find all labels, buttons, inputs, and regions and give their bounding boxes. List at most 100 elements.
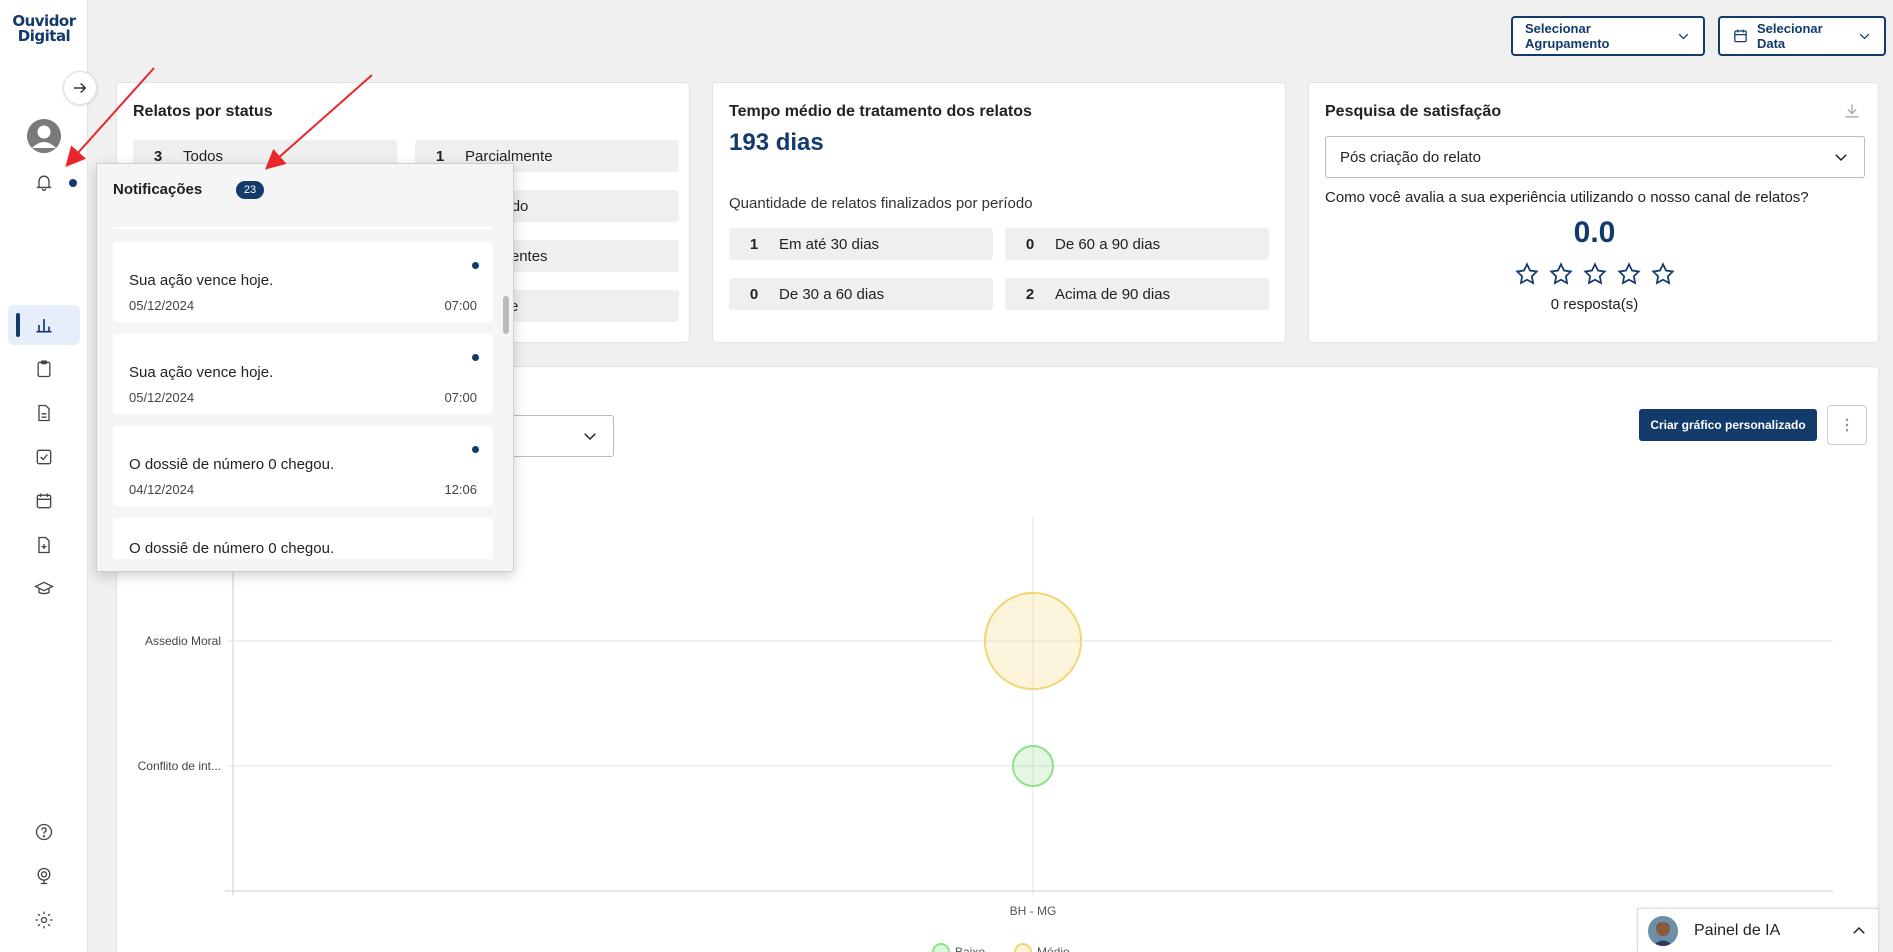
status-card-title: Relatos por status <box>133 103 273 120</box>
y-tick-label: Conflito de int... <box>138 759 221 773</box>
bubble-point <box>983 591 1083 691</box>
more-vertical-icon <box>1845 418 1849 432</box>
notification-message: O dossiê de número 0 chegou. <box>129 456 335 473</box>
period-pill: 2 Acima de 90 dias <box>1005 278 1269 310</box>
period-pill: 0 De 60 a 90 dias <box>1005 228 1269 260</box>
sidebar-active-bar <box>16 313 20 337</box>
survey-score: 0.0 <box>1573 216 1616 249</box>
period-pill: 0 De 30 a 60 dias <box>729 278 993 310</box>
star-icon[interactable] <box>1548 261 1574 287</box>
notification-time: 07:00 <box>444 298 477 313</box>
gear-icon[interactable] <box>28 904 60 936</box>
bell-icon[interactable] <box>28 166 60 198</box>
document-icon[interactable] <box>28 397 60 429</box>
notification-item[interactable]: Sua ação vence hoje. 05/12/2024 07:00 <box>113 334 493 414</box>
unread-dot <box>472 446 479 453</box>
finalized-period-label: Quantidade de relatos finalizados por pe… <box>729 195 1033 212</box>
chevron-down-icon <box>1835 154 1847 162</box>
notification-time: 12:06 <box>444 482 477 497</box>
logo-line2: Digital <box>17 27 71 45</box>
expand-sidebar-button[interactable] <box>63 71 97 105</box>
notification-date: 05/12/2024 <box>129 390 195 405</box>
star-icon[interactable] <box>1616 261 1642 287</box>
ia-panel[interactable]: Painel de IA <box>1637 908 1879 952</box>
help-icon[interactable] <box>28 816 60 848</box>
notifications-panel: Notificações 23 Sua ação vence hoje. 05/… <box>96 163 514 572</box>
chevron-down-icon <box>584 433 596 441</box>
graduation-cap-icon[interactable] <box>28 573 60 605</box>
average-time-value: 193 dias <box>729 129 824 156</box>
notification-item[interactable]: Sua ação vence hoje. 05/12/2024 07:00 <box>113 242 493 322</box>
notification-time: 07:00 <box>444 390 477 405</box>
calendar-icon[interactable] <box>28 485 60 517</box>
chart-more-button[interactable] <box>1827 405 1867 445</box>
bubble-chart: BH - MG Assedio Moral Conflito de int... Ba… <box>138 517 1833 952</box>
chevron-up-icon <box>1853 926 1865 934</box>
status-label: Todos <box>183 147 224 165</box>
notification-message: Sua ação vence hoje. <box>129 364 274 381</box>
bubble-point <box>1012 745 1054 787</box>
status-label: Parcialmente <box>465 147 553 165</box>
ia-avatar <box>1648 915 1678 946</box>
average-time-title: Tempo médio de tratamento dos relatos <box>729 103 1032 120</box>
star-icon[interactable] <box>1514 261 1540 287</box>
chevron-down-icon <box>1678 33 1689 40</box>
status-pill-partial[interactable]: 1 Parcialmente <box>415 140 679 172</box>
average-time-card: Tempo médio de tratamento dos relatos 19… <box>712 82 1286 343</box>
notifications-title: Notificações <box>113 181 203 198</box>
chart-labels: BH - MG Assedio Moral Conflito de int... Ba… <box>138 634 1070 952</box>
star-rating <box>1309 261 1880 287</box>
file-plus-icon[interactable] <box>28 529 60 561</box>
select-date-label: Selecionar Data <box>1756 21 1823 51</box>
select-grouping-button[interactable]: Selecionar Agrupamento <box>1511 16 1705 56</box>
star-icon[interactable] <box>1582 261 1608 287</box>
legend-swatch <box>1014 943 1032 952</box>
unread-dot <box>472 354 479 361</box>
calendar-icon <box>1734 29 1747 43</box>
arrow-right-icon <box>74 82 87 94</box>
checkbox-icon[interactable] <box>28 441 60 473</box>
clipboard-icon[interactable] <box>28 353 60 385</box>
notifications-list: Sua ação vence hoje. 05/12/2024 07:00 Su… <box>113 229 493 559</box>
user-icon <box>27 119 61 153</box>
period-label: De 60 a 90 dias <box>1055 235 1161 253</box>
avatar[interactable] <box>27 119 61 153</box>
star-icon[interactable] <box>1650 261 1676 287</box>
x-tick-label: BH - MG <box>1010 904 1057 918</box>
period-count: 0 <box>749 285 759 303</box>
survey-select[interactable]: Pós criação do relato <box>1325 136 1865 178</box>
notifications-count-badge: 23 <box>236 181 264 199</box>
notification-message: O dossiê de número 0 chegou. <box>129 540 335 557</box>
divider <box>113 227 493 229</box>
logo-line1: Ouvidor <box>12 12 76 30</box>
notifications-scrollbar[interactable] <box>503 296 509 334</box>
period-count: 2 <box>1025 285 1035 303</box>
download-icon[interactable] <box>1842 101 1862 126</box>
unread-dot <box>472 262 479 269</box>
survey-card: Pesquisa de satisfação Pós criação do re… <box>1308 82 1879 343</box>
period-count: 0 <box>1025 235 1035 253</box>
period-label: Em até 30 dias <box>779 235 880 253</box>
create-custom-chart-button[interactable]: Criar gráfico personalizado <box>1639 409 1817 441</box>
unread-indicator <box>69 179 77 187</box>
dashboard-chart-icon[interactable] <box>28 309 60 341</box>
notification-date: 04/12/2024 <box>129 482 195 497</box>
period-label: De 30 a 60 dias <box>779 285 885 303</box>
chart-marks <box>932 591 1083 952</box>
select-date-button[interactable]: Selecionar Data <box>1718 16 1886 56</box>
logo[interactable]: Ouvidor Digital <box>12 14 76 44</box>
y-tick-label: Assedio Moral <box>145 634 221 648</box>
chart-grid <box>225 517 1833 897</box>
ia-panel-label: Painel de IA <box>1694 921 1781 939</box>
select-grouping-label: Selecionar Agrupamento <box>1525 21 1610 51</box>
notification-item[interactable]: O dossiê de número 0 chegou. <box>113 518 493 559</box>
survey-select-value: Pós criação do relato <box>1340 148 1481 166</box>
survey-responses: 0 resposta(s) <box>1550 296 1639 313</box>
notification-date: 05/12/2024 <box>129 298 195 313</box>
period-count: 1 <box>749 235 759 253</box>
notification-item[interactable]: O dossiê de número 0 chegou. 04/12/2024 … <box>113 426 493 506</box>
webcam-icon[interactable] <box>28 860 60 892</box>
legend-label: Baixo <box>955 945 985 952</box>
assistant-icon <box>1648 915 1678 946</box>
survey-title: Pesquisa de satisfação <box>1325 103 1502 120</box>
